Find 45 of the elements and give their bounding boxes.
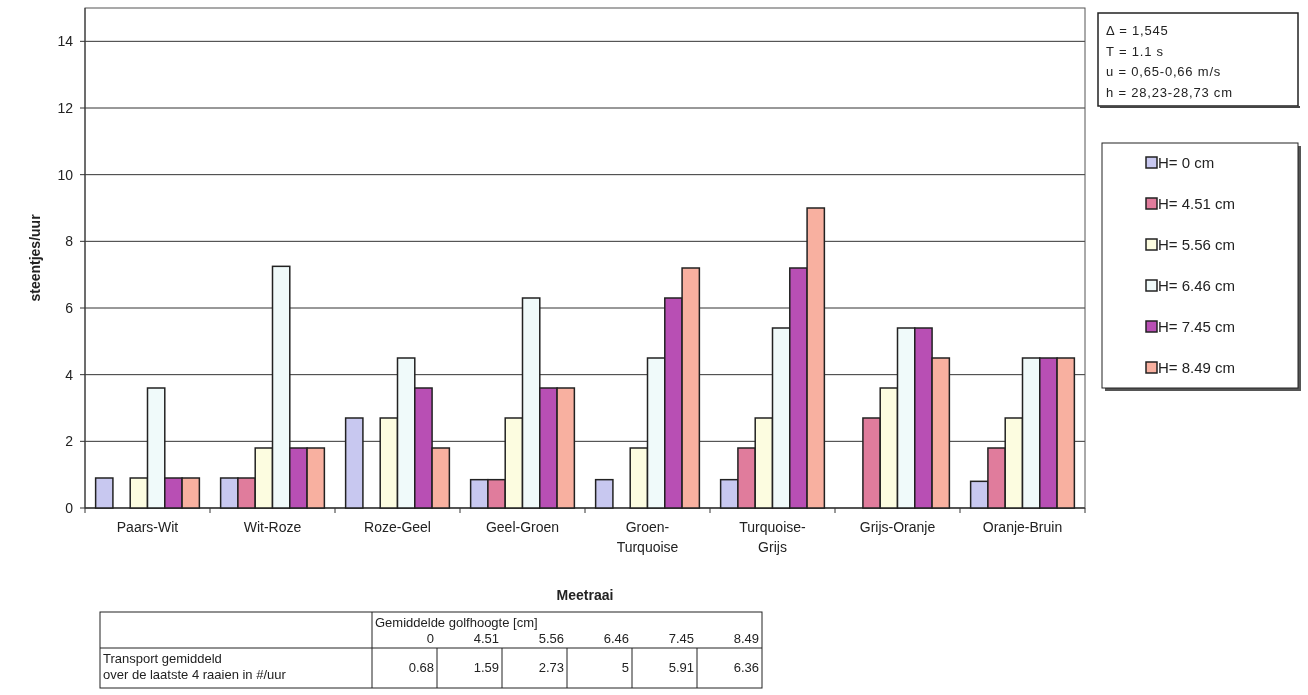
text: 5.91	[668, 660, 694, 675]
legend-label: H= 4.51 cm	[1158, 195, 1236, 212]
text: Transport gemiddeld over de laatste 4 raaien in #/uur	[103, 651, 287, 682]
x-tick-label: Wit-Roze	[243, 519, 302, 535]
y-tick-label: 0	[65, 499, 74, 516]
text: 8.49	[733, 631, 759, 646]
x-tick-label: Groen-Turquoise	[616, 519, 679, 555]
text: u = 0,65-0,66 m/s	[1106, 64, 1222, 79]
legend-label: H= 6.46 cm	[1158, 277, 1236, 294]
legend-label: H= 7.45 cm	[1158, 318, 1236, 335]
text: 5	[621, 660, 629, 675]
y-tick-label: 6	[65, 299, 74, 316]
bar	[344, 417, 364, 509]
text: 4.51	[473, 631, 499, 646]
legend-label: H= 5.56 cm	[1158, 236, 1236, 253]
y-tick-label: 8	[65, 233, 74, 250]
y-tick-label: 10	[57, 166, 74, 183]
bar	[94, 477, 114, 509]
y-tick-label: 4	[65, 366, 74, 383]
x-tick-label: Roze-Geel	[364, 519, 431, 535]
text: 5.56	[538, 631, 564, 646]
text: 2.73	[538, 660, 564, 675]
y-tick-label: 12	[57, 99, 74, 116]
x-tick-label: Turquoise-Grijs	[739, 519, 807, 555]
y-tick-label: 14	[57, 33, 74, 50]
text: 0.68	[408, 660, 434, 675]
text: 0	[426, 631, 434, 646]
text: h = 28,23-28,73 cm	[1106, 84, 1233, 100]
legend-label: H= 8.49 cm	[1158, 359, 1236, 376]
text: 1.59	[473, 660, 499, 675]
text: 6.46	[603, 631, 629, 646]
x-tick-label: Geel-Groen	[485, 519, 560, 535]
y-axis-title: steentjes/uur	[27, 213, 43, 302]
y-tick-label: 2	[65, 433, 74, 450]
text: 6.36	[733, 660, 759, 675]
x-tick-label: Paars-Wit	[116, 519, 179, 535]
text: Gemiddelde golfhoogte [cm]	[375, 615, 538, 630]
legend-label: H= 0 cm	[1158, 154, 1215, 171]
bar	[594, 478, 614, 509]
text: Δ = 1,545	[1106, 23, 1169, 38]
text: 7.45	[668, 631, 694, 646]
x-tick-label: Grijs-Oranje	[859, 519, 936, 535]
x-axis-title: Meetraai	[556, 587, 614, 603]
x-tick-label: Oranje-Bruin	[982, 519, 1063, 535]
text: T = 1.1 s	[1106, 43, 1164, 59]
